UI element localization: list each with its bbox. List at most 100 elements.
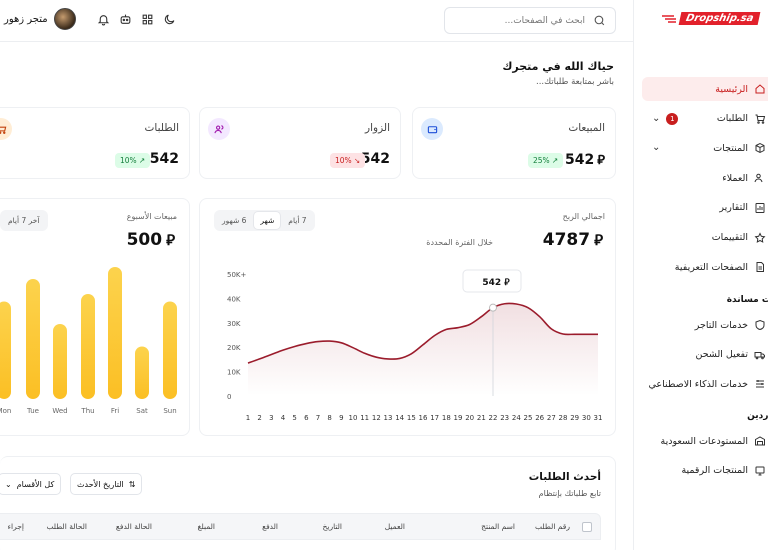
column-header: اسم المنتج	[481, 522, 515, 531]
chevron-down-icon[interactable]: ⌄	[652, 113, 661, 125]
column-header: المبلغ	[197, 522, 215, 531]
sidebar-item[interactable]: الرئيسية	[642, 77, 768, 101]
x-tick-label: 18	[442, 414, 451, 422]
sidebar-item-label: خدمات التاجر	[694, 319, 748, 331]
sidebar-item[interactable]: تفعيل الشحن	[642, 343, 768, 367]
stat-value: 542	[360, 151, 390, 167]
bar[interactable]	[135, 346, 149, 400]
store-name-label[interactable]: متجر زهور	[4, 13, 48, 25]
sidebar-item[interactable]: المستودعات السعودية	[642, 429, 768, 453]
sidebar-item-label: الرئيسية	[715, 83, 748, 95]
bell-icon[interactable]	[96, 11, 112, 27]
stat-title: الزوار	[365, 122, 390, 134]
tab-6-months[interactable]: 6 شهور	[222, 216, 247, 225]
logo[interactable]: Dropship.sa	[662, 12, 761, 25]
users-icon	[208, 118, 230, 140]
sidebar-item-label: تفعيل الشحن	[695, 349, 749, 360]
search-box[interactable]	[444, 7, 616, 34]
column-header: الدفع	[262, 522, 278, 531]
tab-7-days[interactable]: 7 أيام	[288, 216, 307, 225]
x-tick-label: Sun	[163, 407, 176, 415]
bar[interactable]	[0, 301, 11, 400]
tooltip-value: 542 ⃁	[482, 277, 510, 288]
column-header: التاريخ	[322, 522, 342, 531]
sidebar-item[interactable]: العملاء	[642, 166, 768, 190]
bar[interactable]	[163, 301, 177, 400]
x-tick-label: Tue	[26, 407, 39, 415]
bar[interactable]	[108, 267, 122, 399]
hover-point[interactable]	[489, 303, 497, 312]
sidebar-item-label: الطلبات	[716, 113, 748, 125]
x-tick-label: Wed	[52, 407, 67, 415]
sidebar-item-label: خدمات الذكاء الاصطناعي	[648, 378, 749, 390]
search-icon	[591, 13, 607, 29]
sidebar-section-support: ات مساندة	[726, 295, 768, 305]
sidebar-item[interactable]: خدمات التاجر	[642, 313, 768, 337]
sidebar-item-label: التقارير	[719, 202, 748, 214]
x-tick-label: 11	[360, 414, 369, 422]
bar[interactable]	[53, 324, 67, 399]
sidebar-item[interactable]: التقارير	[642, 196, 768, 220]
stat-card-visitors[interactable]: الزوار 542 ↘ 10%	[199, 107, 401, 179]
cart-icon	[754, 113, 766, 125]
column-header: العميل	[384, 522, 405, 531]
users-icon	[754, 172, 766, 184]
sidebar-item-label: العملاء	[722, 172, 748, 184]
tab-month[interactable]: شهر	[254, 212, 281, 229]
cart-icon	[0, 118, 12, 140]
y-tick-label: 10K	[227, 369, 241, 377]
weekly-range-button[interactable]: آخر 7 أيام	[0, 210, 48, 231]
sort-icon: ⇅	[128, 479, 136, 489]
search-input[interactable]	[455, 15, 585, 26]
profit-label: اجمالي الربح	[562, 212, 605, 221]
stat-value: 542 ⃁	[565, 151, 605, 169]
x-tick-label: 30	[582, 414, 591, 422]
avatar[interactable]	[53, 8, 76, 30]
greeting: حياك الله في متجرك باشر بمتابعة طلباتك..…	[502, 60, 614, 87]
tooltip	[462, 269, 522, 293]
moon-icon[interactable]	[162, 11, 178, 27]
y-tick-label: 50K+	[227, 271, 246, 279]
column-header: الحالة الدفع	[115, 522, 152, 531]
digital-icon	[754, 465, 766, 477]
star-icon	[754, 231, 766, 244]
speed-lines-icon	[662, 14, 676, 23]
area-fill	[248, 303, 598, 396]
stat-title: المبيعات	[568, 122, 605, 134]
sort-button[interactable]: ⇅ التاريخ الأحدث	[70, 473, 143, 495]
riyal-icon: ⃁	[594, 230, 603, 249]
package-icon	[754, 142, 766, 154]
weekly-value: 500 ⃁	[126, 230, 175, 250]
x-tick-label: 23	[500, 414, 509, 422]
page-icon	[754, 261, 766, 273]
orders-subtitle: تابع طلباتك بإنتظام	[538, 489, 601, 498]
sidebar-item[interactable]: ⌄ 1 الطلبات	[642, 107, 768, 131]
sidebar-item[interactable]: التقييمات	[642, 226, 768, 250]
sidebar-item[interactable]: ⌄ المنتجات	[642, 136, 768, 160]
column-header: رقم الطلب	[535, 522, 570, 531]
stat-card-orders[interactable]: الطلبات 542 ↗ 10%	[0, 107, 190, 179]
stat-card-sales[interactable]: المبيعات 542 ⃁ ↗ 25%	[412, 107, 616, 179]
select-all-checkbox[interactable]	[582, 522, 592, 532]
bar[interactable]	[26, 279, 40, 399]
profit-value: 4787 ⃁	[542, 230, 603, 250]
sidebar-item-extras: ⌄ 1	[652, 112, 679, 125]
bar[interactable]	[81, 294, 95, 399]
orders-table-header: رقم الطلب اسم المنتج العميل التاريخ الدف…	[0, 513, 601, 540]
category-select[interactable]: كل الأقسام ⌄	[0, 473, 62, 495]
profit-panel: اجمالي الربح 4787 ⃁ خلال الفترة المحددة 6…	[199, 198, 616, 436]
sidebar-item[interactable]: خدمات الذكاء الاصطناعي	[642, 372, 768, 396]
sidebar-item[interactable]: المنتجات الرقمية	[642, 459, 768, 483]
sidebar-item[interactable]: الصفحات التعريفية	[642, 255, 768, 279]
sidebar-item-label: المنتجات الرقمية	[681, 465, 748, 476]
status-badge: ↘ 10%	[330, 153, 366, 168]
grid-icon[interactable]	[140, 11, 156, 27]
riyal-icon: ⃁	[166, 230, 175, 249]
weekly-label: مبيعات الأسبوع	[126, 212, 177, 221]
x-tick-label: 9	[339, 414, 343, 422]
sidebar-item-label: المنتجات	[713, 142, 748, 154]
chevron-down-icon[interactable]: ⌄	[652, 142, 661, 154]
robot-icon[interactable]	[118, 11, 134, 27]
warehouse-icon	[754, 435, 766, 447]
x-tick-label: Fri	[111, 407, 119, 415]
